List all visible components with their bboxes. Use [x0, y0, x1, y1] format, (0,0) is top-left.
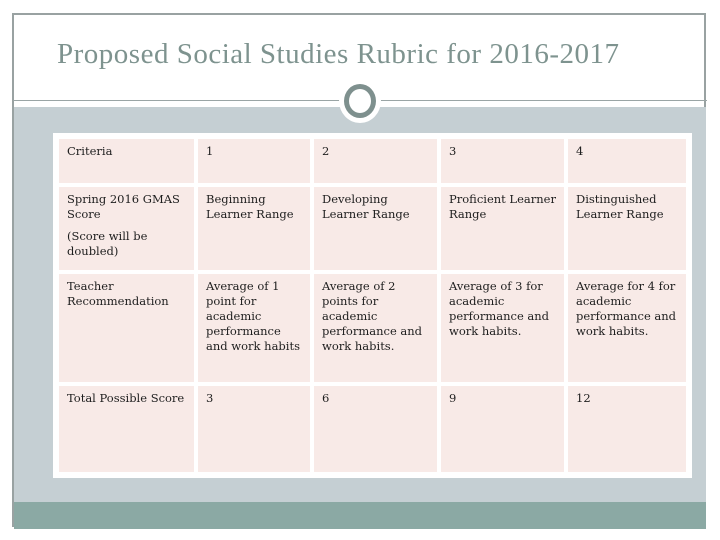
- table-cell: 12: [568, 386, 686, 472]
- criteria-cell-gmas: Spring 2016 GMAS Score (Score will be do…: [59, 187, 194, 270]
- table-cell: Beginning Learner Range: [198, 187, 310, 270]
- page-title: Proposed Social Studies Rubric for 2016-…: [57, 38, 620, 70]
- table-cell: Distinguished Learner Range: [568, 187, 686, 270]
- table-cell: Average of 3 for academic performance an…: [441, 274, 564, 382]
- table-cell: Developing Learner Range: [314, 187, 437, 270]
- header-cell-score-1: 1: [198, 139, 310, 183]
- table-cell: Average of 2 points for academic perform…: [314, 274, 437, 382]
- table-cell: Average for 4 for academic performance a…: [568, 274, 686, 382]
- rubric-table: Criteria 1 2 3 4 Spring 2016 GMAS Score …: [53, 133, 692, 478]
- circle-ornament-icon: [344, 84, 376, 118]
- table-cell: 6: [314, 386, 437, 472]
- criteria-label: Spring 2016 GMAS Score: [67, 192, 180, 221]
- bottom-accent-band: [14, 502, 706, 529]
- criteria-cell-teacher-recommendation: Teacher Recommendation: [59, 274, 194, 382]
- header-cell-score-2: 2: [314, 139, 437, 183]
- header-cell-score-4: 4: [568, 139, 686, 183]
- table-cell: 9: [441, 386, 564, 472]
- table-cell: Proficient Learner Range: [441, 187, 564, 270]
- header-cell-criteria: Criteria: [59, 139, 194, 183]
- criteria-note: (Score will be doubled): [67, 228, 148, 258]
- table-cell: 3: [198, 386, 310, 472]
- table-cell: Average of 1 point for academic performa…: [198, 274, 310, 382]
- criteria-cell-total-possible-score: Total Possible Score: [59, 386, 194, 472]
- header-cell-score-3: 3: [441, 139, 564, 183]
